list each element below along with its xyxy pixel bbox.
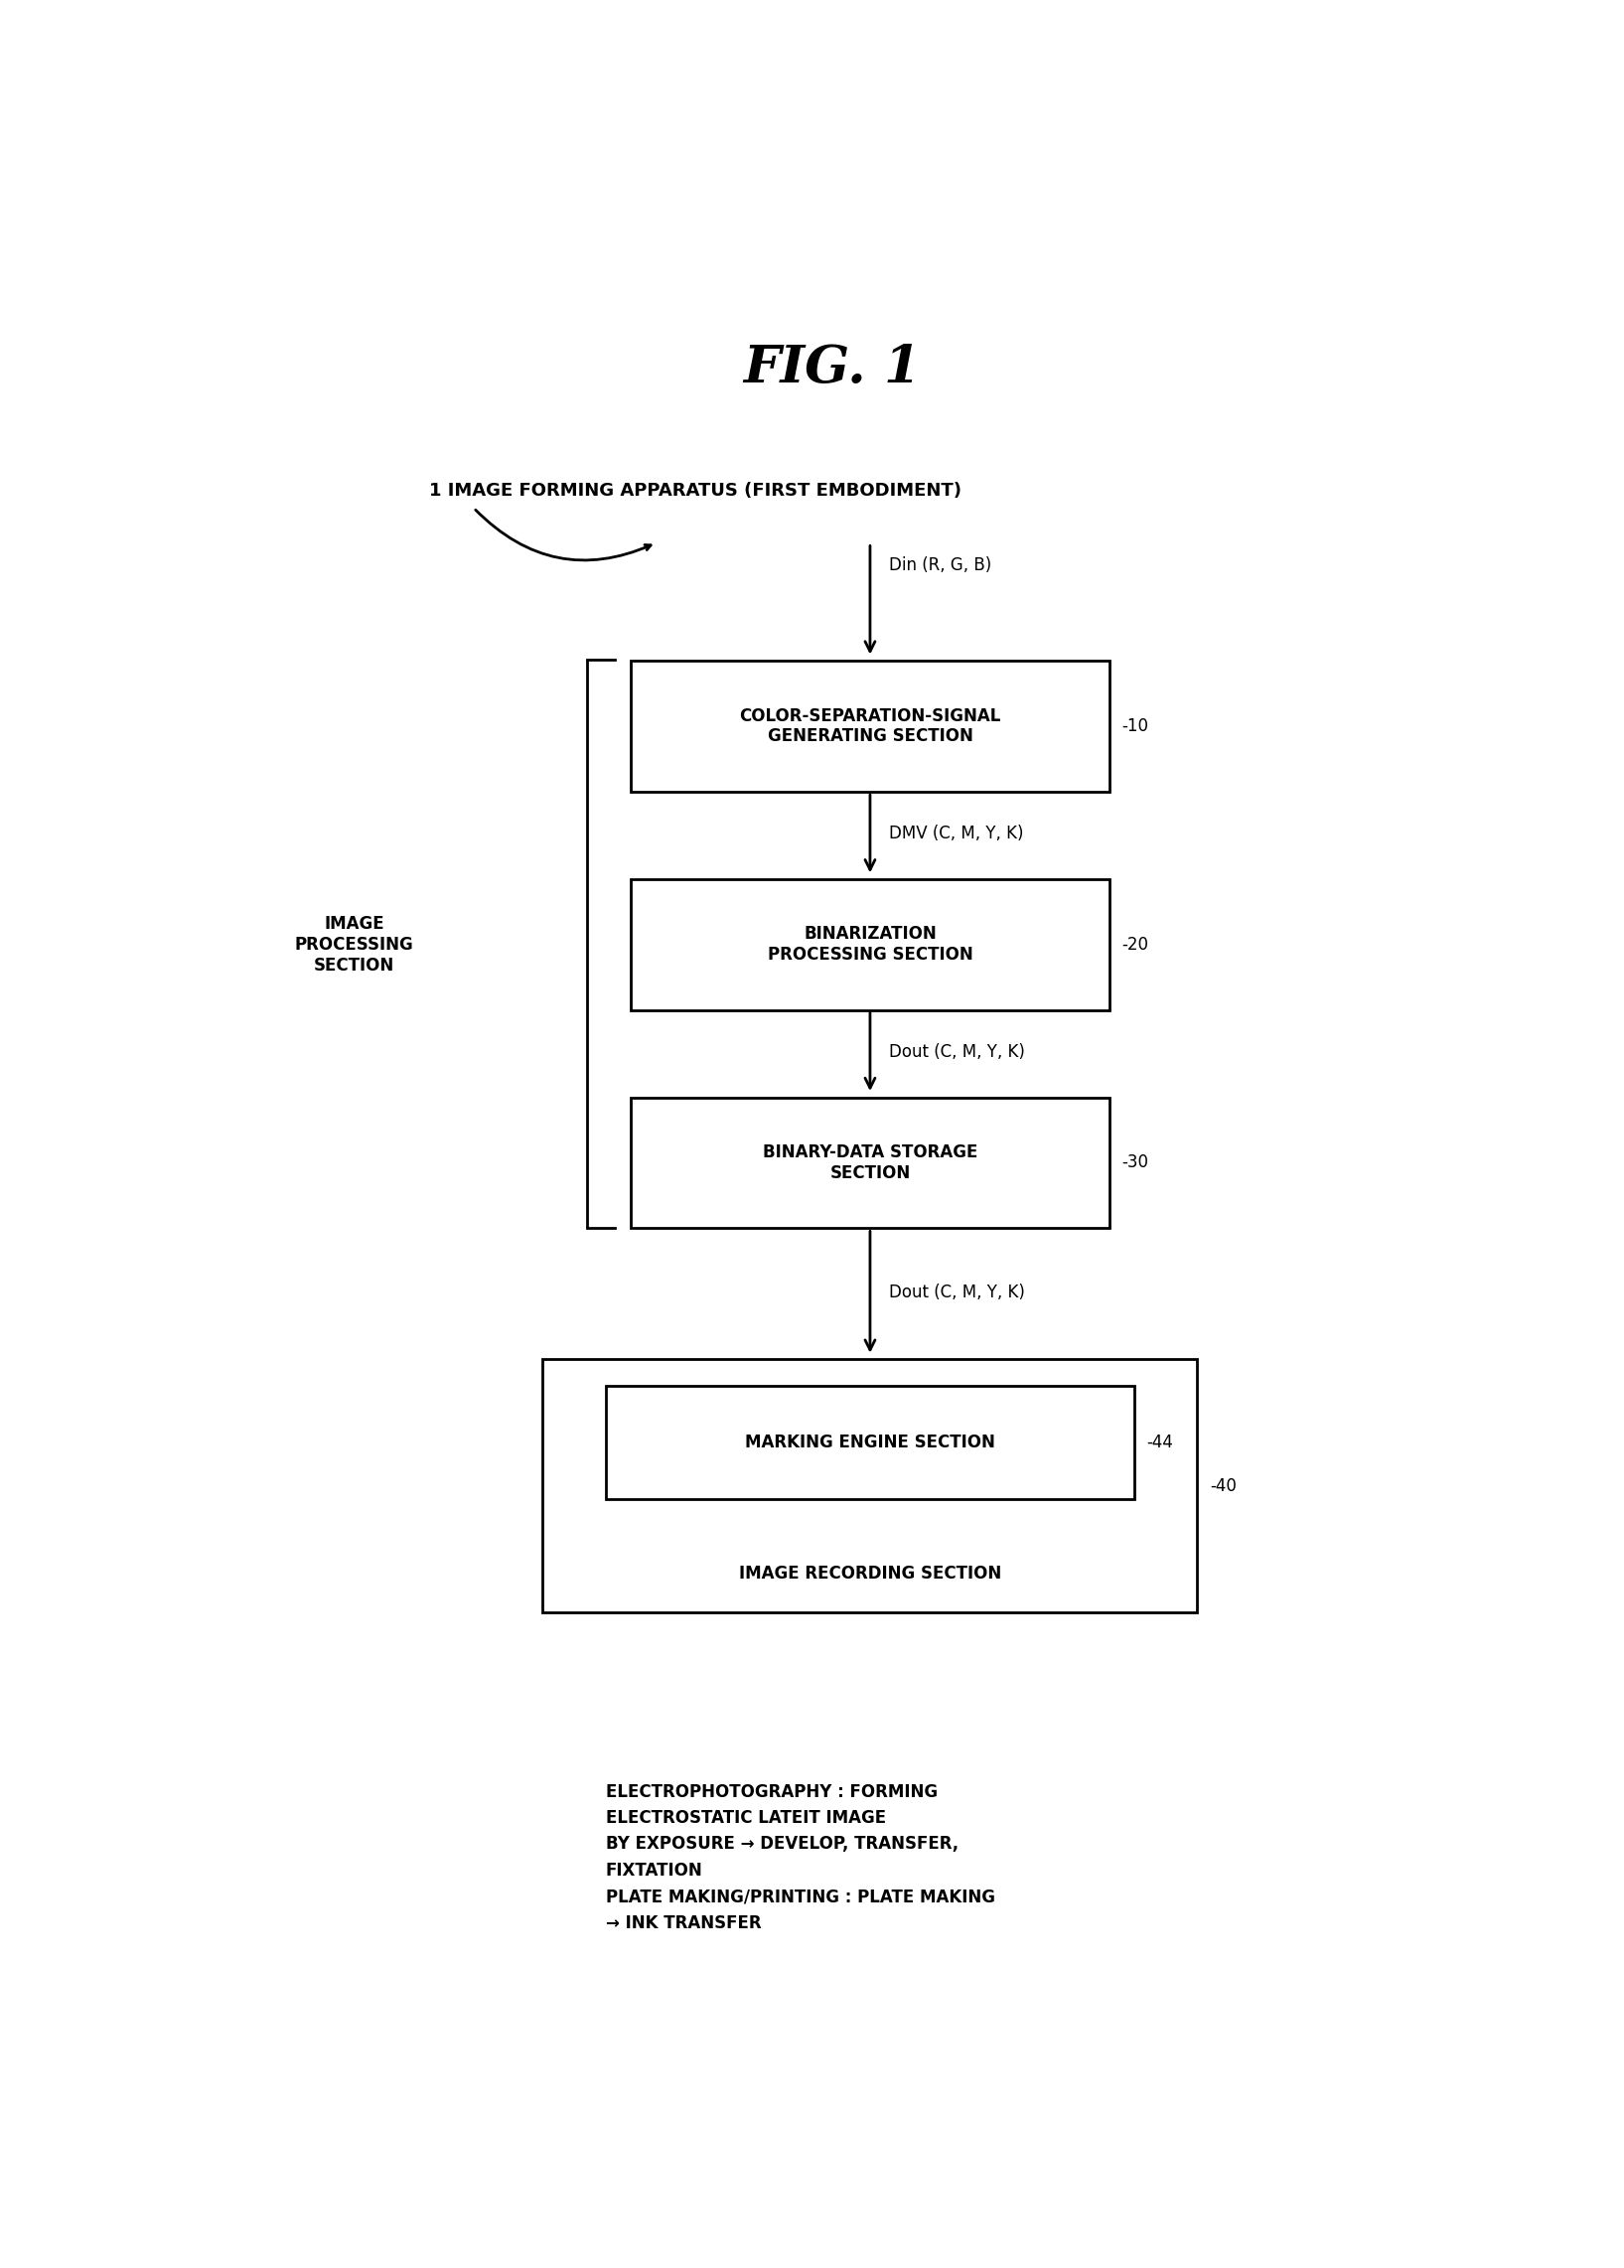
Text: Din (R, G, B): Din (R, G, B) xyxy=(888,556,992,574)
Bar xyxy=(630,880,1109,1009)
Bar xyxy=(542,1359,1197,1613)
Text: ELECTROPHOTOGRAPHY : FORMING
ELECTROSTATIC LATEIT IMAGE
BY EXPOSURE → DEVELOP, T: ELECTROPHOTOGRAPHY : FORMING ELECTROSTAT… xyxy=(606,1783,996,1932)
Text: BINARIZATION
PROCESSING SECTION: BINARIZATION PROCESSING SECTION xyxy=(768,925,973,964)
Text: -10: -10 xyxy=(1122,717,1148,735)
Text: Dout (C, M, Y, K): Dout (C, M, Y, K) xyxy=(888,1043,1025,1061)
Bar xyxy=(630,1098,1109,1229)
Text: -40: -40 xyxy=(1210,1476,1236,1495)
Text: -30: -30 xyxy=(1122,1154,1148,1173)
Text: MARKING ENGINE SECTION: MARKING ENGINE SECTION xyxy=(745,1433,996,1452)
Text: -20: -20 xyxy=(1122,937,1148,953)
Text: BINARY-DATA STORAGE
SECTION: BINARY-DATA STORAGE SECTION xyxy=(763,1143,978,1182)
Bar xyxy=(606,1386,1134,1499)
Text: 1 IMAGE FORMING APPARATUS (FIRST EMBODIMENT): 1 IMAGE FORMING APPARATUS (FIRST EMBODIM… xyxy=(430,481,961,499)
Text: DMV (C, M, Y, K): DMV (C, M, Y, K) xyxy=(888,826,1023,841)
Text: FIG. 1: FIG. 1 xyxy=(744,342,921,395)
Text: IMAGE
PROCESSING
SECTION: IMAGE PROCESSING SECTION xyxy=(294,914,414,975)
Text: -44: -44 xyxy=(1147,1433,1174,1452)
Text: IMAGE RECORDING SECTION: IMAGE RECORDING SECTION xyxy=(739,1565,1002,1583)
Text: Dout (C, M, Y, K): Dout (C, M, Y, K) xyxy=(888,1284,1025,1302)
Bar xyxy=(630,660,1109,792)
Text: COLOR-SEPARATION-SIGNAL
GENERATING SECTION: COLOR-SEPARATION-SIGNAL GENERATING SECTI… xyxy=(739,708,1000,746)
